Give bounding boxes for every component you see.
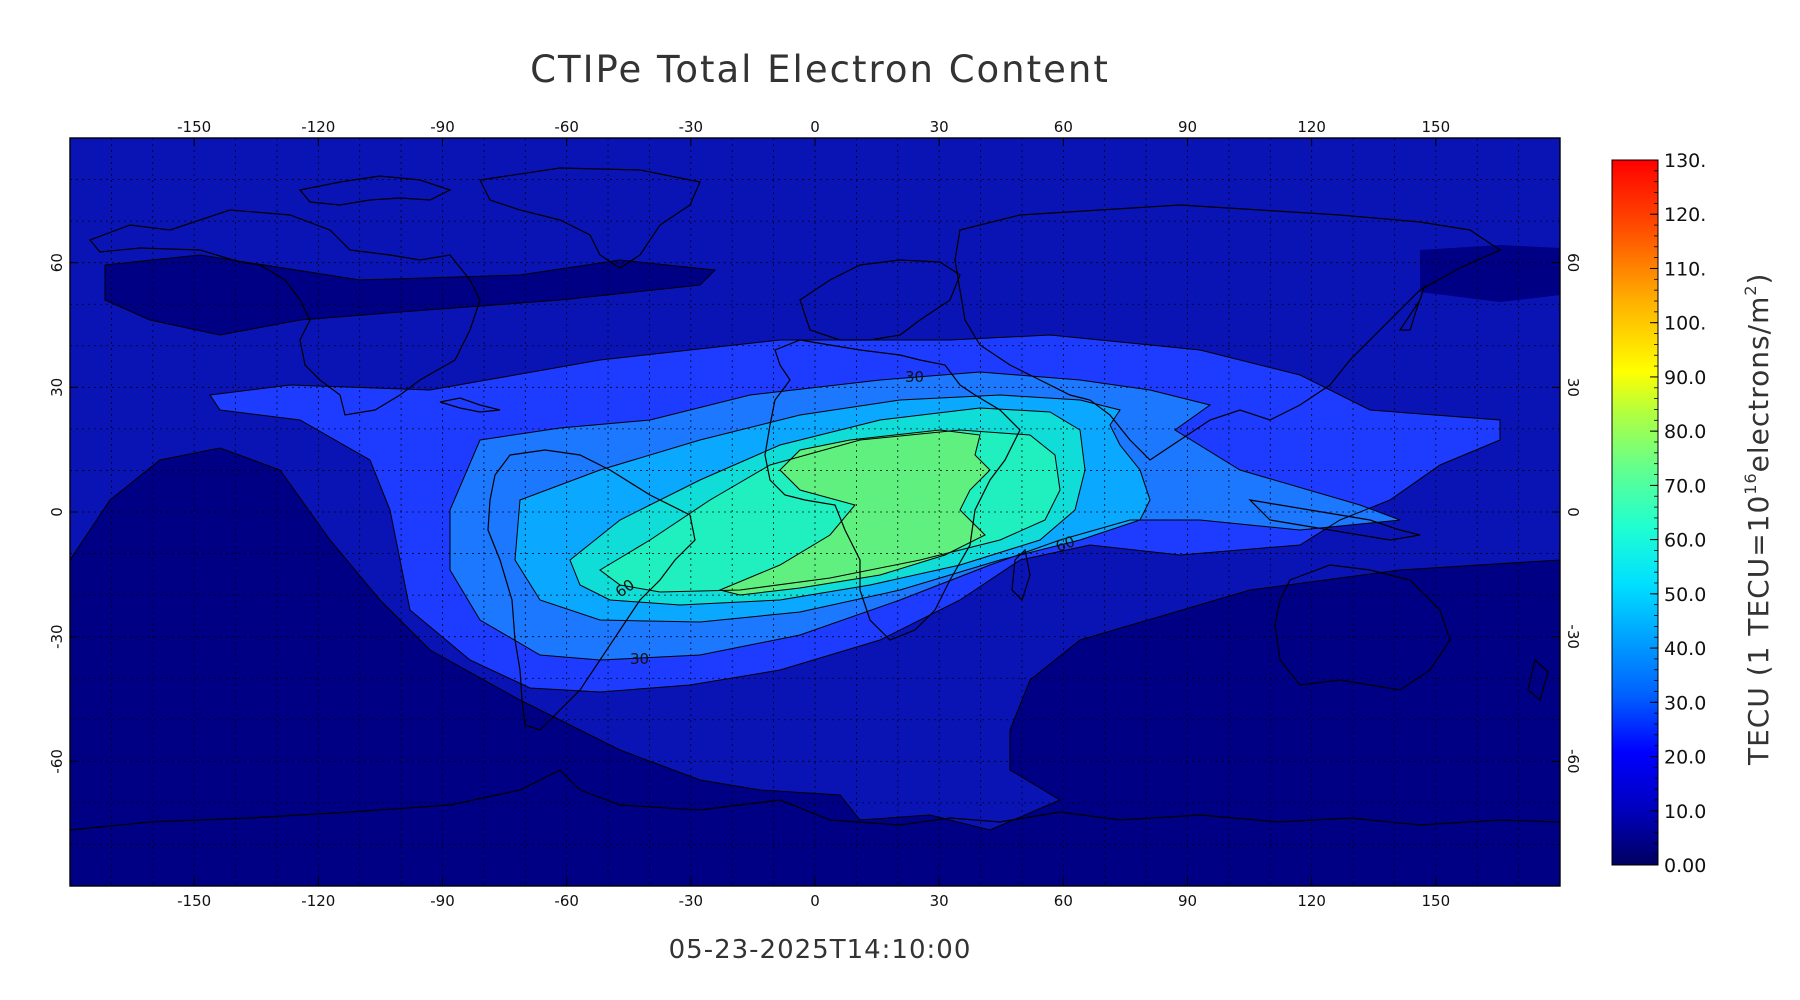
lon-tick-label-top: 120 [1297,118,1326,136]
colorbar-tick-label: 60.0 [1664,530,1706,552]
lat-tick-label-left: -60 [48,749,66,774]
colorbar-tick-label: 90.0 [1664,367,1706,389]
coastline-antarctica [70,769,1560,831]
lat-tick-label-left: 60 [48,253,66,272]
lon-tick-label-top: 150 [1422,118,1451,136]
lon-tick-label-bottom: -90 [430,892,455,910]
colorbar-label: TECU (1 TECU=1016electrons/m2) [1741,273,1775,766]
lon-tick-label-top: 90 [1178,118,1197,136]
contour-line-60 [599,429,1061,593]
contour-line-30 [449,371,1401,661]
lat-tick-label-right: -60 [1564,749,1582,774]
colorbar-tick-label: 0.00 [1664,855,1706,877]
contour-label: 60 [1053,532,1077,555]
tec-region-low-north [105,255,715,335]
lat-tick-label-left: 30 [48,378,66,397]
contour-line-20 [209,334,1501,693]
contour-label: 30 [630,650,649,668]
map-plot [70,138,1560,886]
map-grid [70,138,1560,886]
lon-tick-label-top: 60 [1054,118,1073,136]
lon-tick-label-bottom: 0 [810,892,820,910]
colorbar-tick-label: 100. [1664,313,1706,335]
colorbar-tick-label: 30.0 [1664,692,1706,714]
contour-label: 30 [905,368,924,386]
lon-tick-label-bottom: -60 [554,892,579,910]
colorbar-tick-label: 120. [1664,204,1706,226]
contour-line-10-south [70,447,1560,831]
lon-tick-label-top: -150 [177,118,211,136]
coastline-arctic-islands [298,175,452,206]
coastline-south-america [487,449,696,731]
contour-lines [70,254,1560,831]
colorbar-tick-label: 80.0 [1664,421,1706,443]
colorbar-tick-label: 40.0 [1664,638,1706,660]
colorbar-tick-label: 70.0 [1664,475,1706,497]
lat-tick-label-right: -30 [1564,624,1582,649]
lon-tick-label-bottom: 120 [1297,892,1326,910]
colorbar-tick-label: 20.0 [1664,747,1706,769]
coastlines [70,167,1560,831]
lat-tick-label-left: 0 [48,507,66,517]
coastline-greenland [479,167,701,269]
coastline-europe-africa [764,339,1021,641]
frame-ticks [70,138,1560,886]
coastline-north-america [88,209,481,416]
contour-line-10-north [104,254,717,336]
lon-tick-label-bottom: 150 [1422,892,1451,910]
coastline-japan [1398,284,1426,331]
tec-region-low-northeast [1420,245,1560,302]
lon-tick-label-bottom: 90 [1178,892,1197,910]
lon-tick-label-top: -30 [679,118,704,136]
lat-tick-label-right: 0 [1564,507,1582,517]
coastline-indonesia [1248,499,1421,541]
contour-line-50 [569,407,1086,606]
lon-tick-label-bottom: -120 [301,892,335,910]
colorbar-tick-label: 50.0 [1664,584,1706,606]
lat-tick-label-right: 30 [1564,378,1582,397]
timestamp: 05-23-2025T14:10:00 [668,935,972,965]
map-title: CTIPe Total Electron Content [530,48,1110,91]
colorbar: 0.00 10.0 20.0 30.0 40.0 50.0 60.0 70.0 80.0 90.0… [1611,150,1775,877]
lat-tick-label-right: 60 [1564,253,1582,272]
lon-tick-label-top: 0 [810,118,820,136]
coastline-madagascar [1011,548,1031,602]
lon-tick-label-bottom: -150 [177,892,211,910]
lat-tick-label-left: -30 [48,624,66,649]
colorbar-gradient [1611,159,1659,866]
contour-line-40 [514,394,1151,623]
coastline-caribbean [439,397,501,413]
colorbar-tick-label: 110. [1664,258,1706,280]
lon-tick-label-top: -120 [301,118,335,136]
colorbar-ticks: 0.00 10.0 20.0 30.0 40.0 50.0 60.0 70.0 80.0 90.0… [1650,150,1706,877]
colorbar-tick-label: 130. [1664,150,1706,172]
lon-tick-label-top: -60 [554,118,579,136]
coastline-new-zealand [1527,658,1549,702]
lon-tick-label-bottom: 30 [930,892,949,910]
lon-tick-label-bottom: 60 [1054,892,1073,910]
contour-line-70 [718,429,991,596]
lon-tick-label-top: -90 [430,118,455,136]
tec-region-low-southwest [70,448,1560,886]
lon-tick-label-top: 30 [930,118,949,136]
lon-tick-label-bottom: -30 [679,892,704,910]
coastline-europe [799,259,961,341]
colorbar-tick-label: 10.0 [1664,801,1706,823]
axis-labels: -150 -150 -120 -120 -90 -90 -60 -60 -30 -30 0 0 30 30… [48,118,1582,910]
